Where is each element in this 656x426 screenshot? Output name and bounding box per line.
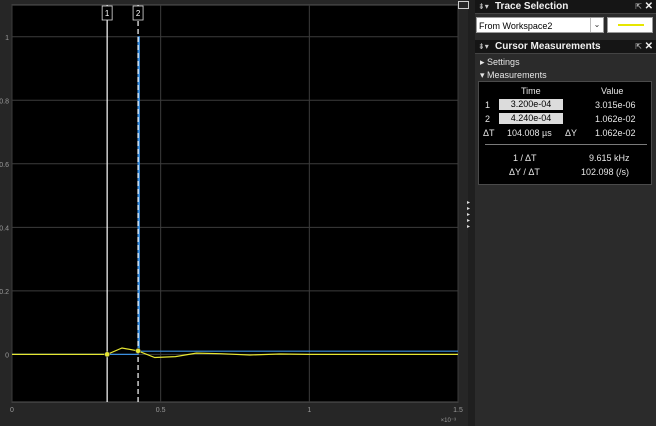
x-tick-label: 1 [307, 407, 311, 414]
settings-label: Settings [487, 57, 520, 67]
expand-triangle-icon: ▸ [480, 57, 485, 67]
cursor-tag-label: 1 [105, 9, 110, 18]
trace-row: From Workspace2 ⌄ [476, 17, 654, 35]
delta-y-value: 1.062e-02 [595, 128, 636, 138]
cursor2-value: 1.062e-02 [595, 114, 636, 124]
trace-line-style-swatch[interactable] [607, 17, 653, 33]
cursor2-time-field[interactable]: 4.240e-04 [499, 113, 563, 124]
cursor-measurements-title: Cursor Measurements [495, 41, 601, 52]
signal-response-line [12, 347, 458, 359]
trace-selection-title: Trace Selection [495, 1, 569, 12]
cursor1-value: 3.015e-06 [595, 100, 636, 110]
right-panel: ⇟▾ Trace Selection ⇱ ✕ From Workspace2 ⌄… [475, 0, 656, 426]
cursor1-time-field[interactable]: 3.200e-04 [499, 99, 563, 110]
plot-area [11, 4, 459, 403]
measurements-label: Measurements [487, 70, 547, 80]
trace-dropdown-value: From Workspace2 [479, 21, 553, 31]
pin-icon[interactable]: ⇟▾ [478, 42, 489, 51]
cursor-tag-label: 2 [136, 9, 141, 18]
close-icon[interactable]: ✕ [644, 41, 653, 52]
line-color-sample [618, 24, 644, 26]
scope-display: 0 0.2 0.4 0.6 0.8 1 0 0.5 1 1.5 ×10⁻³ 1 2 [0, 0, 469, 426]
col-value-header: Value [601, 86, 624, 96]
cursor-1-marker [104, 351, 111, 358]
trace-selection-header: ⇟▾ Trace Selection ⇱ ✕ [475, 0, 656, 14]
row2-index: 2 [485, 114, 491, 124]
divider [485, 144, 647, 145]
cursor-measurements-header: ⇟▾ Cursor Measurements ⇱ ✕ [475, 40, 656, 54]
measurements-tree-item[interactable]: ▾ Measurements [480, 70, 547, 81]
slope-value: 102.098 (/s) [581, 167, 630, 177]
scope-axes: 0 0.2 0.4 0.6 0.8 1 0 0.5 1 1.5 ×10⁻³ 1 2 [0, 4, 463, 424]
x-tick-label: 1.5 [453, 407, 463, 414]
close-icon[interactable]: ✕ [644, 1, 653, 12]
settings-tree-item[interactable]: ▸ Settings [480, 57, 520, 68]
col-time-header: Time [521, 86, 541, 96]
y-tick-label: 0.4 [0, 225, 9, 232]
chevron-down-icon[interactable]: ⌄ [590, 18, 603, 32]
inverse-delta-t-label: 1 / ΔT [513, 153, 537, 163]
cursor-2-tag: 2 [132, 5, 144, 21]
cursor-tag-box [101, 5, 113, 21]
y-tick-label: 0.2 [0, 289, 9, 296]
cursor-2-marker [135, 347, 141, 354]
pin-icon[interactable]: ⇟▾ [478, 2, 489, 11]
signal-step-line [12, 36, 458, 355]
undock-icon[interactable]: ⇱ [635, 2, 642, 11]
x-tick-label: 0 [10, 407, 14, 414]
x-tick-label: 0.5 [156, 407, 166, 414]
cursor-measurements-panel: ⇟▾ Cursor Measurements ⇱ ✕ [475, 40, 656, 54]
cursor-tag-box [132, 5, 144, 21]
maximize-icon[interactable] [458, 1, 469, 9]
delta-y-label: ΔY [565, 128, 578, 138]
measurements-table: Time Value 1 3.200e-04 3.015e-06 2 4.240… [478, 81, 652, 185]
undock-icon[interactable]: ⇱ [635, 42, 642, 51]
y-tick-label: 0.8 [0, 98, 9, 105]
delta-t-label: ΔT [483, 128, 495, 138]
trace-dropdown[interactable]: From Workspace2 ⌄ [476, 17, 604, 33]
inverse-delta-t-value: 9.615 kHz [589, 153, 630, 163]
cursor-1-tag: 1 [101, 5, 113, 21]
y-tick-label: 1 [5, 35, 9, 42]
x-scale-label: ×10⁻³ [441, 418, 456, 424]
y-tick-label: 0 [5, 352, 9, 359]
delta-t-value: 104.008 µs [507, 128, 552, 138]
collapse-triangle-icon: ▾ [480, 70, 485, 80]
panel-splitter-handle[interactable]: ▸ ▸ ▸ ▸ ▸ [467, 200, 471, 230]
row1-index: 1 [485, 100, 491, 110]
slope-label: ΔY / ΔT [509, 167, 540, 177]
y-tick-label: 0.6 [0, 162, 9, 169]
